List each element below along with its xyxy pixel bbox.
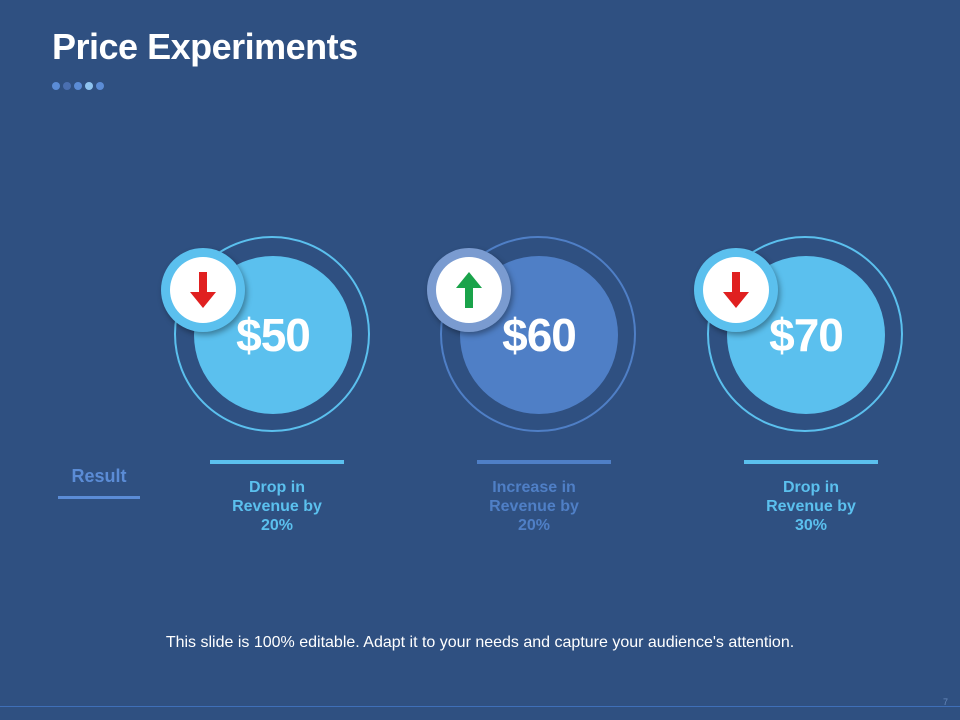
result-bar-3 [744, 460, 878, 464]
price-value: $70 [769, 309, 844, 361]
price-card-2: $60 [427, 236, 640, 436]
trend-badge [427, 248, 511, 332]
price-card-3: $70 [694, 236, 907, 436]
page-title: Price Experiments [52, 26, 358, 67]
result-text-2: Increase in Revenue by 20% [489, 479, 579, 534]
price-value: $60 [502, 309, 577, 361]
result-text-1: Drop in Revenue by 20% [232, 479, 322, 534]
result-label: Result [71, 466, 127, 486]
dot-3 [74, 82, 82, 90]
footer-caption: This slide is 100% editable. Adapt it to… [165, 634, 795, 651]
result-text-3: Drop in Revenue by 30% [766, 479, 856, 534]
trend-badge [161, 248, 245, 332]
price-ring [174, 236, 370, 432]
price-value: $50 [236, 309, 311, 361]
trend-badge [694, 248, 778, 332]
dot-4 [85, 82, 93, 90]
dot-1 [52, 82, 60, 90]
price-card-1: $50 [161, 236, 374, 436]
result-underline [58, 496, 140, 499]
bottom-divider [0, 706, 960, 707]
arrow-down-icon [170, 257, 236, 323]
arrow-down-icon [703, 257, 769, 323]
dot-5 [96, 82, 104, 90]
page-number: 7 [942, 697, 948, 707]
result-bar-1 [210, 460, 344, 464]
arrow-up-icon [436, 257, 502, 323]
title-dots [52, 82, 104, 90]
price-ring [440, 236, 636, 432]
dot-2 [63, 82, 71, 90]
result-bar-2 [477, 460, 611, 464]
price-ring [707, 236, 903, 432]
